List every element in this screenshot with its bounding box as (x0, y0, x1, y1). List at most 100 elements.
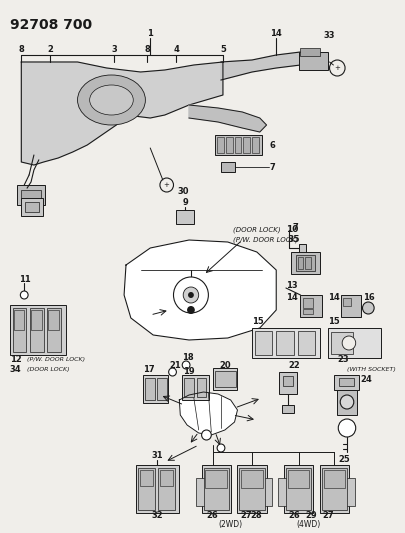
Bar (305, 257, 311, 269)
Text: (DOOR LOCK): (DOOR LOCK) (232, 227, 280, 233)
Ellipse shape (77, 75, 145, 125)
Bar (298, 244, 306, 256)
Text: 17: 17 (143, 366, 155, 375)
Bar (278, 478, 288, 506)
Text: 30: 30 (177, 188, 189, 197)
Circle shape (168, 368, 177, 376)
Bar (301, 48, 320, 56)
Polygon shape (124, 240, 276, 340)
Text: 28: 28 (250, 512, 262, 521)
Text: 10: 10 (286, 225, 298, 235)
Bar (140, 470, 153, 486)
Circle shape (182, 361, 190, 369)
Bar (279, 372, 296, 394)
Bar (298, 331, 315, 355)
Text: +: + (335, 65, 340, 71)
Text: 32: 32 (151, 512, 163, 521)
Bar (205, 470, 227, 488)
Circle shape (340, 395, 354, 409)
Bar (215, 371, 236, 387)
Bar (284, 465, 313, 513)
Bar (328, 328, 381, 358)
Bar (320, 465, 349, 513)
Circle shape (20, 291, 28, 299)
Bar (298, 52, 328, 70)
Bar (143, 375, 168, 403)
Bar (14, 310, 24, 330)
Text: 2: 2 (47, 45, 53, 54)
Bar (291, 252, 320, 274)
Bar (234, 137, 241, 153)
Bar (341, 295, 360, 317)
Bar (204, 468, 229, 510)
Polygon shape (179, 392, 237, 435)
Circle shape (173, 277, 209, 313)
Ellipse shape (90, 85, 133, 115)
Text: 31: 31 (151, 451, 163, 461)
Text: 19: 19 (183, 367, 195, 376)
Text: 14: 14 (328, 294, 339, 303)
Text: 34: 34 (10, 366, 21, 375)
Bar (25, 202, 39, 212)
Bar (337, 390, 357, 415)
Bar (221, 162, 234, 172)
Text: 7: 7 (269, 163, 275, 172)
Bar (49, 310, 59, 330)
Text: 26: 26 (207, 512, 218, 521)
Bar (298, 257, 303, 269)
Text: (P/W. DOOR LOCK): (P/W. DOOR LOCK) (27, 358, 85, 362)
Text: 23: 23 (337, 356, 349, 365)
Bar (286, 468, 311, 510)
Text: 9: 9 (182, 198, 188, 207)
Bar (276, 331, 294, 355)
Text: 14: 14 (271, 29, 282, 38)
Bar (252, 137, 259, 153)
Text: 14: 14 (286, 294, 298, 303)
Bar (301, 295, 322, 317)
Text: 4: 4 (173, 45, 179, 54)
Text: 33: 33 (324, 31, 335, 41)
Bar (343, 298, 351, 306)
Bar (237, 465, 266, 513)
Bar (226, 137, 232, 153)
Bar (239, 468, 264, 510)
Bar (303, 298, 313, 308)
Bar (243, 137, 250, 153)
Bar (322, 468, 347, 510)
Text: 26: 26 (289, 512, 301, 521)
Text: 12: 12 (10, 356, 21, 365)
Text: 15: 15 (252, 318, 264, 327)
Circle shape (183, 287, 199, 303)
Bar (335, 375, 358, 390)
Bar (17, 185, 45, 205)
Text: (P/W. DOOR LOCK): (P/W. DOOR LOCK) (232, 237, 298, 243)
Bar (10, 305, 66, 355)
Bar (13, 308, 26, 352)
Text: 6: 6 (269, 141, 275, 149)
Text: 21: 21 (170, 360, 181, 369)
Text: 1: 1 (147, 29, 153, 38)
Circle shape (217, 444, 225, 452)
Bar (31, 310, 42, 330)
Bar (241, 470, 263, 488)
Bar (303, 309, 313, 314)
Text: 16: 16 (363, 294, 375, 303)
Bar (217, 137, 224, 153)
Text: (WITH SOCKET): (WITH SOCKET) (347, 367, 396, 373)
Bar (21, 190, 41, 200)
Circle shape (187, 306, 195, 314)
Bar (197, 378, 207, 397)
Bar (202, 465, 231, 513)
Text: 3: 3 (111, 45, 117, 54)
Text: 13: 13 (286, 280, 298, 289)
Bar (157, 378, 167, 400)
Text: 15: 15 (328, 318, 339, 327)
Polygon shape (21, 62, 223, 165)
Bar (182, 375, 209, 400)
Text: 27: 27 (241, 512, 252, 521)
Bar (263, 478, 272, 506)
Bar (136, 465, 179, 513)
Text: (4WD): (4WD) (296, 520, 320, 529)
Bar (255, 331, 272, 355)
Circle shape (338, 419, 356, 437)
